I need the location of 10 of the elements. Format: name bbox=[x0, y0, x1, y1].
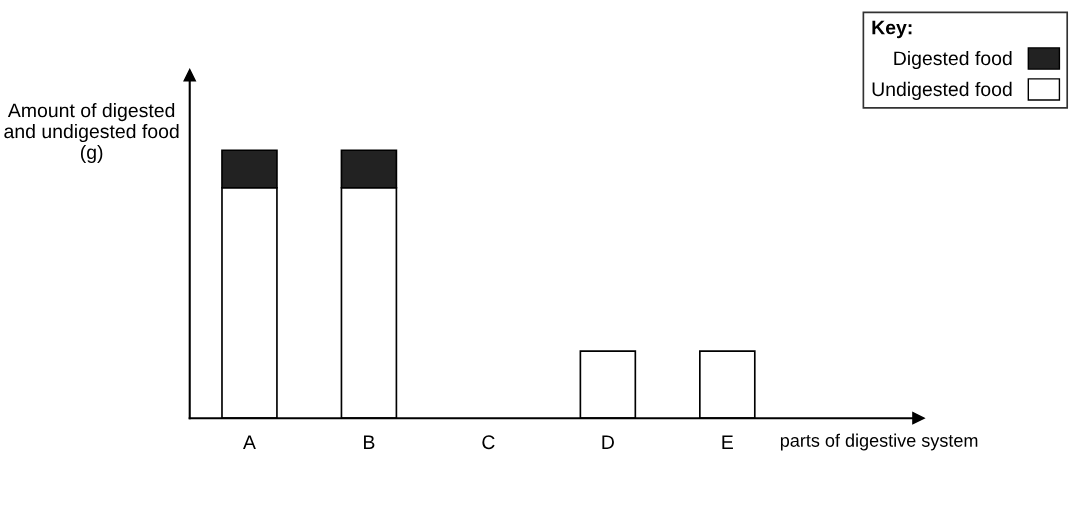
legend-label: Undigested food bbox=[872, 81, 1012, 100]
legend-label: Digested food bbox=[894, 50, 1012, 70]
x-tick-label: C bbox=[482, 435, 495, 450]
x-tick-label: A bbox=[243, 435, 256, 449]
legend-title: Key: bbox=[872, 20, 912, 39]
x-tick-label: D bbox=[602, 435, 614, 449]
x-tick-label: B bbox=[364, 435, 375, 449]
x-tick-label: E bbox=[722, 435, 733, 449]
x-axis-title: parts of digestive system bbox=[780, 433, 978, 451]
y-axis-title: Amount of digested and undigested food (g) bbox=[4, 103, 179, 164]
